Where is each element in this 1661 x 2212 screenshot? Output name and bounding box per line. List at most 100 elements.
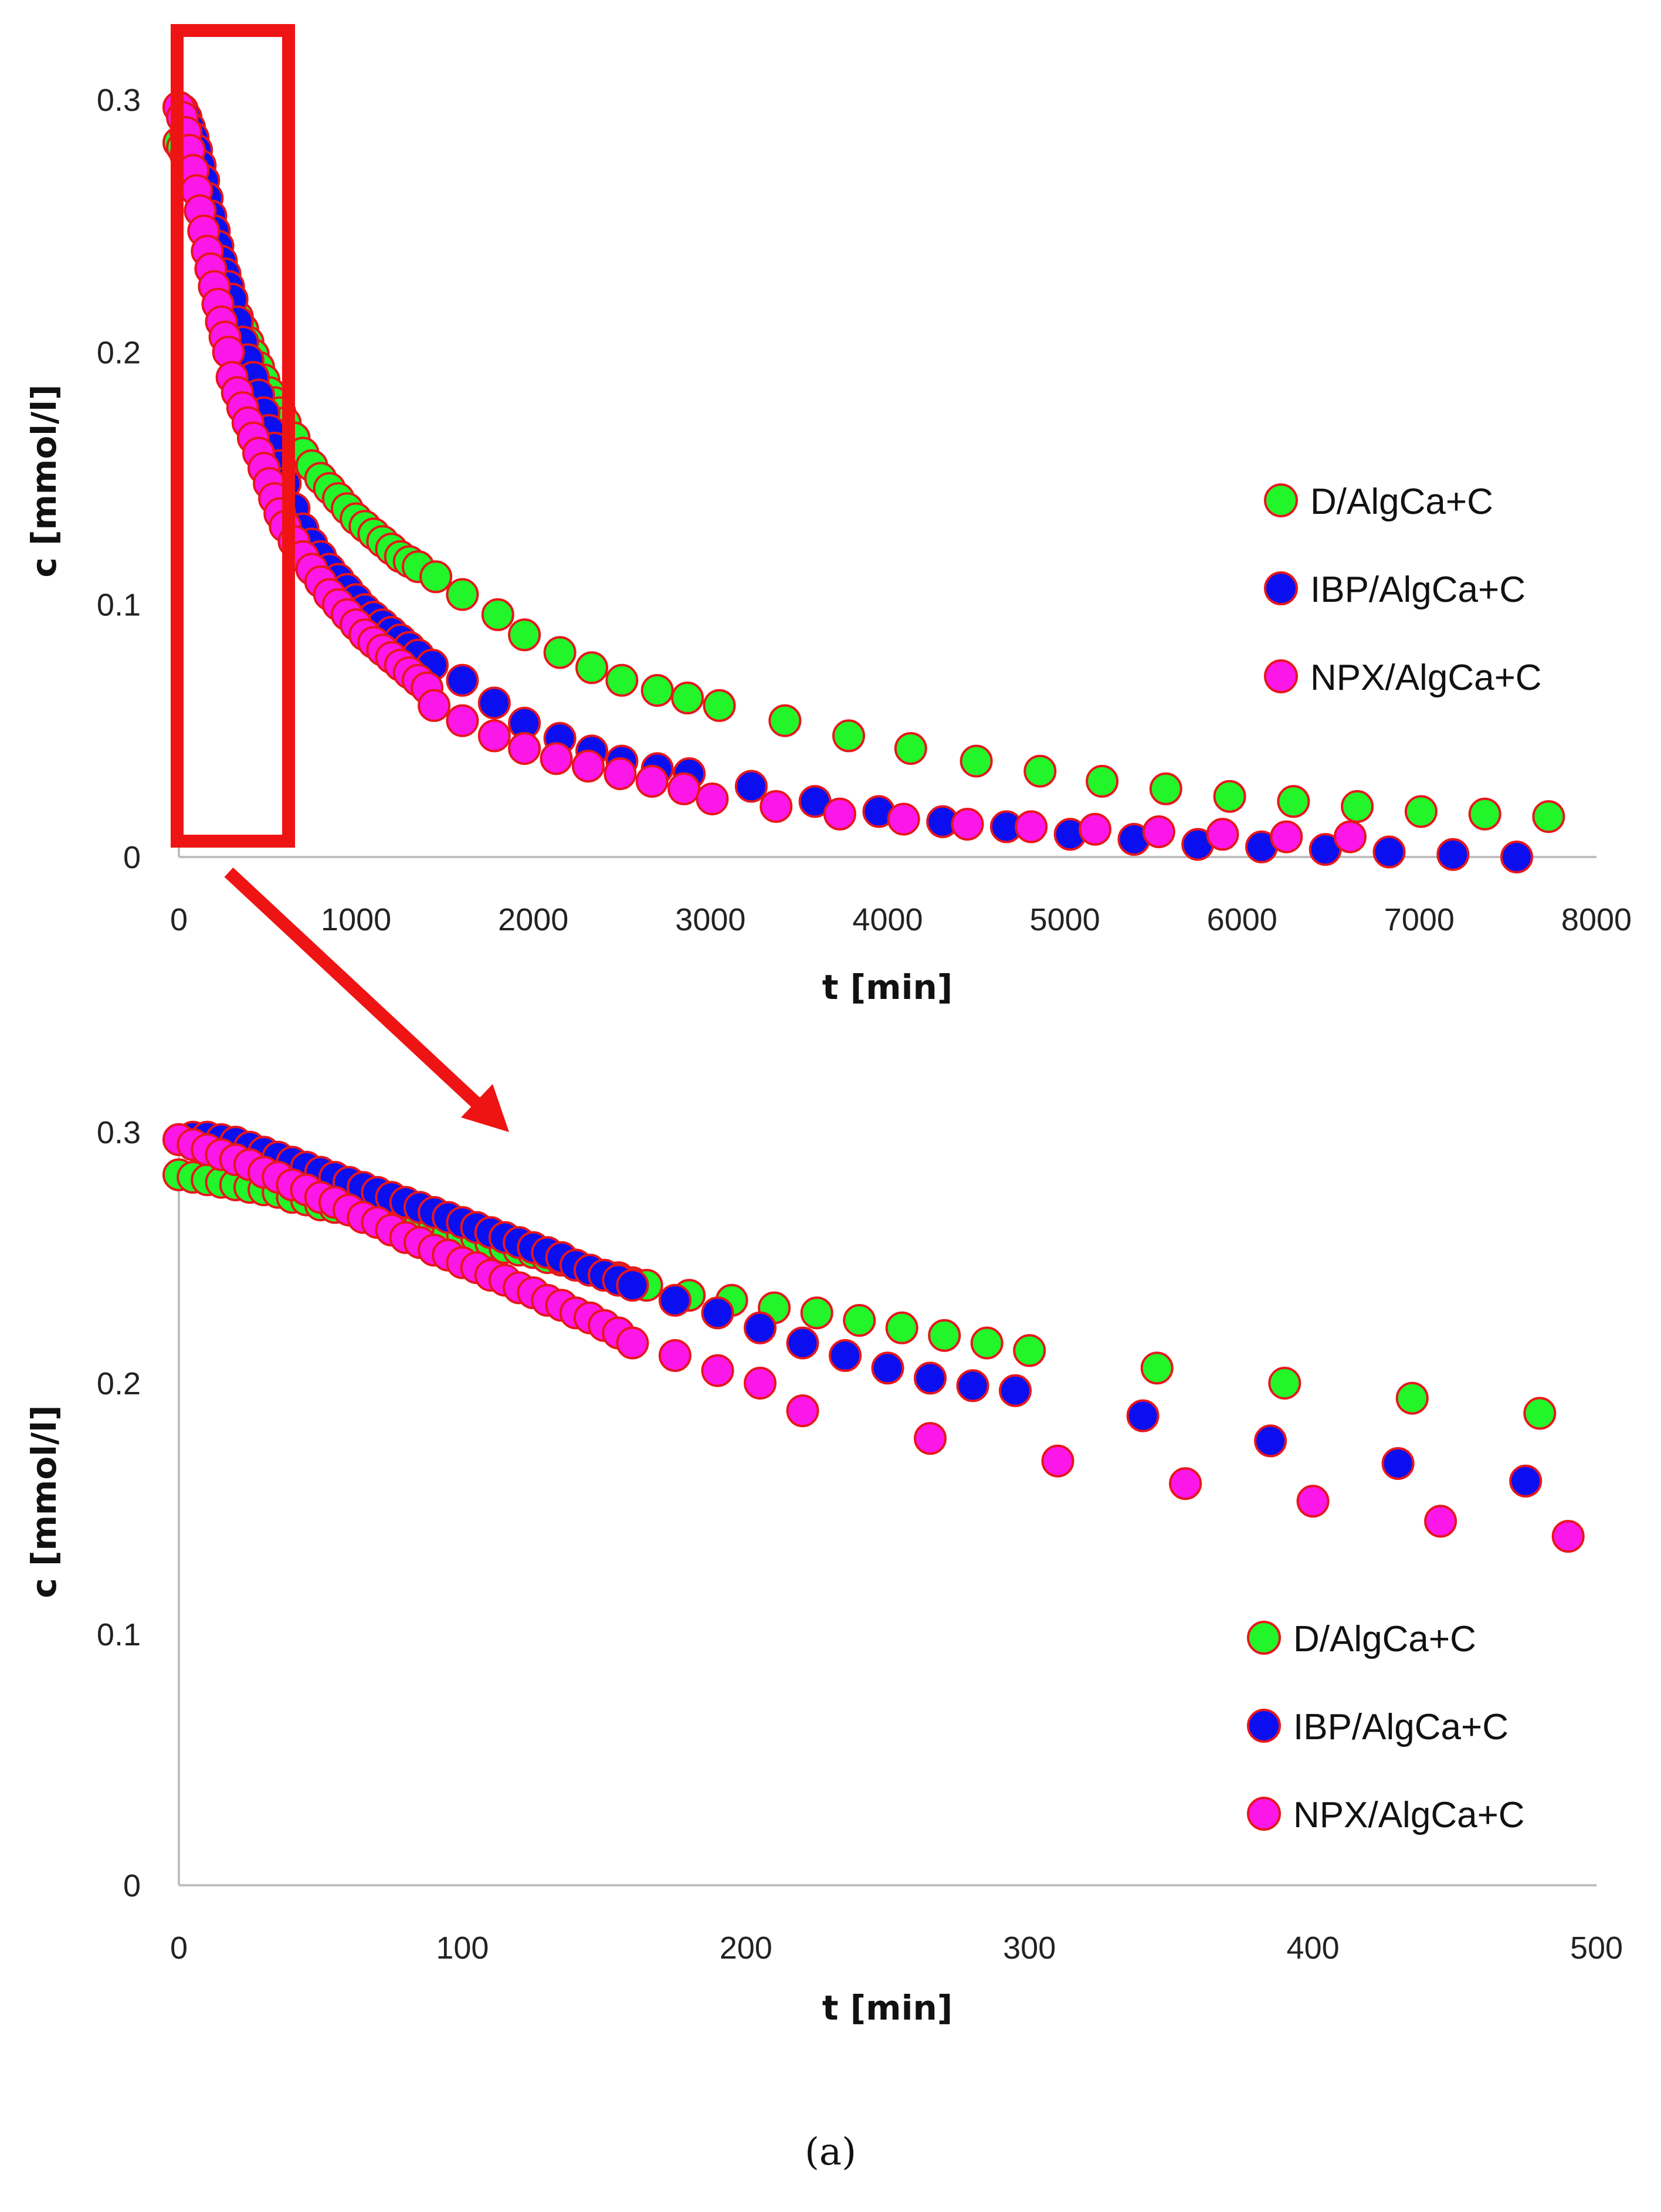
- bottom-point-npx: [744, 1367, 777, 1400]
- top-point-npx: [823, 797, 856, 831]
- bottom-point-d: [800, 1296, 833, 1330]
- bottom-x-tick-label: 100: [436, 1930, 489, 1966]
- bottom-point-npx: [1041, 1444, 1074, 1478]
- top-x-tick-label: 8000: [1561, 902, 1632, 937]
- top-y-tick-label: 0.3: [97, 83, 141, 118]
- zoom-arrow: [224, 867, 509, 1132]
- bottom-x-tick-label: 400: [1287, 1930, 1340, 1966]
- chart-bottom: 0 0.1 0.2 0.3 0 100 200 300 400 500 t [min] c [m…: [24, 1115, 1623, 2028]
- figure-caption: (a): [805, 2130, 856, 2174]
- top-point-npx: [540, 742, 573, 775]
- top-point-d: [575, 651, 608, 685]
- top-point-npx: [1270, 820, 1303, 853]
- top-series-d: [162, 126, 1565, 834]
- bottom-point-npx: [616, 1326, 649, 1360]
- top-x-axis-title: t [min]: [822, 967, 953, 1007]
- top-data-points: [162, 90, 1565, 873]
- top-y-tick-label: 0: [123, 840, 141, 875]
- top-legend-marker-ibp: [1264, 571, 1298, 605]
- top-point-d: [1404, 795, 1438, 828]
- top-point-npx: [887, 802, 920, 836]
- bottom-point-npx: [1296, 1485, 1330, 1518]
- bottom-point-ibp: [829, 1339, 862, 1372]
- top-point-d: [543, 636, 577, 669]
- bottom-point-npx: [786, 1394, 819, 1428]
- bottom-series-npx: [162, 1123, 1585, 1553]
- top-point-npx: [508, 732, 541, 765]
- top-point-ibp: [446, 663, 479, 697]
- top-point-npx: [571, 750, 605, 783]
- top-point-d: [508, 618, 541, 652]
- bottom-point-d: [1523, 1397, 1557, 1430]
- zoom-arrow-head: [461, 1084, 509, 1132]
- top-y-tick-label: 0.1: [97, 588, 141, 623]
- top-point-d: [1277, 785, 1310, 818]
- zoom-arrow-shaft: [224, 867, 483, 1110]
- bottom-point-ibp: [1381, 1447, 1415, 1480]
- bottom-data-points: [162, 1120, 1585, 1553]
- top-x-tick-label: 7000: [1384, 902, 1455, 937]
- top-point-npx: [1142, 815, 1175, 848]
- bottom-x-tick-label: 500: [1570, 1930, 1623, 1966]
- bottom-legend-marker-d: [1247, 1621, 1281, 1655]
- top-point-d: [894, 732, 927, 765]
- top-point-npx: [1079, 812, 1111, 846]
- top-point-d: [768, 704, 802, 737]
- top-point-npx: [604, 757, 637, 790]
- top-point-ibp: [1500, 841, 1533, 873]
- top-legend-marker-d: [1264, 483, 1298, 517]
- top-point-d: [960, 744, 993, 778]
- top-y-tick-label: 0.2: [97, 335, 141, 370]
- bottom-point-ibp: [658, 1283, 691, 1317]
- top-x-tick-labels: 0 1000 2000 3000 4000 5000 6000 7000 8000: [170, 902, 1632, 937]
- bottom-point-ibp: [1509, 1464, 1543, 1498]
- top-point-d: [419, 560, 453, 594]
- bottom-point-ibp: [1254, 1424, 1287, 1458]
- top-legend-item-d: D/AlgCa+C: [1264, 482, 1493, 522]
- top-point-npx: [446, 704, 479, 737]
- top-point-npx: [418, 689, 451, 722]
- top-point-d: [605, 663, 639, 697]
- top-y-axis-title: c [mmol/l]: [24, 384, 64, 577]
- bottom-point-ibp: [1126, 1399, 1160, 1432]
- top-point-npx: [667, 772, 701, 805]
- top-point-npx: [1206, 818, 1239, 851]
- bottom-point-d: [885, 1311, 918, 1344]
- top-point-npx: [477, 719, 511, 753]
- bottom-legend-item-npx: NPX/AlgCa+C: [1247, 1795, 1525, 1835]
- top-point-d: [1532, 800, 1565, 834]
- bottom-legend-label-npx: NPX/AlgCa+C: [1293, 1795, 1525, 1835]
- top-point-ibp: [477, 686, 511, 720]
- top-point-d: [1468, 797, 1501, 831]
- top-point-npx: [635, 764, 669, 798]
- top-point-ibp: [1372, 835, 1406, 869]
- top-x-tick-label: 3000: [675, 902, 745, 937]
- bottom-point-npx: [1424, 1505, 1457, 1538]
- bottom-point-ibp: [956, 1369, 989, 1403]
- bottom-point-npx: [701, 1354, 734, 1387]
- top-point-d: [703, 689, 736, 722]
- bottom-point-ibp: [999, 1374, 1032, 1407]
- top-x-tick-label: 1000: [321, 902, 391, 937]
- bottom-legend-item-ibp: IBP/AlgCa+C: [1247, 1707, 1509, 1747]
- bottom-point-ibp: [616, 1269, 649, 1302]
- chart-top: 0 0.1 0.2 0.3 0 1000 2000 3000 4000 5000 6000 7000…: [24, 24, 1632, 1132]
- bottom-point-npx: [658, 1339, 691, 1372]
- bottom-point-ibp: [701, 1296, 734, 1330]
- top-point-d: [671, 681, 704, 714]
- top-legend-label-npx: NPX/AlgCa+C: [1310, 658, 1542, 698]
- bottom-y-tick-label: 0.1: [97, 1617, 141, 1652]
- top-legend-item-ibp: IBP/AlgCa+C: [1264, 570, 1526, 610]
- bottom-point-ibp: [871, 1351, 904, 1385]
- bottom-x-tick-label: 300: [1003, 1930, 1056, 1966]
- bottom-point-ibp: [744, 1311, 777, 1344]
- top-point-npx: [696, 783, 729, 815]
- bottom-y-tick-label: 0.2: [97, 1366, 141, 1401]
- bottom-y-tick-labels: 0 0.1 0.2 0.3: [97, 1115, 141, 1903]
- top-legend-item-npx: NPX/AlgCa+C: [1264, 658, 1542, 698]
- bottom-legend-marker-npx: [1247, 1797, 1281, 1831]
- bottom-point-ibp: [914, 1361, 947, 1395]
- top-point-d: [446, 578, 479, 611]
- top-series-npx: [162, 90, 1367, 853]
